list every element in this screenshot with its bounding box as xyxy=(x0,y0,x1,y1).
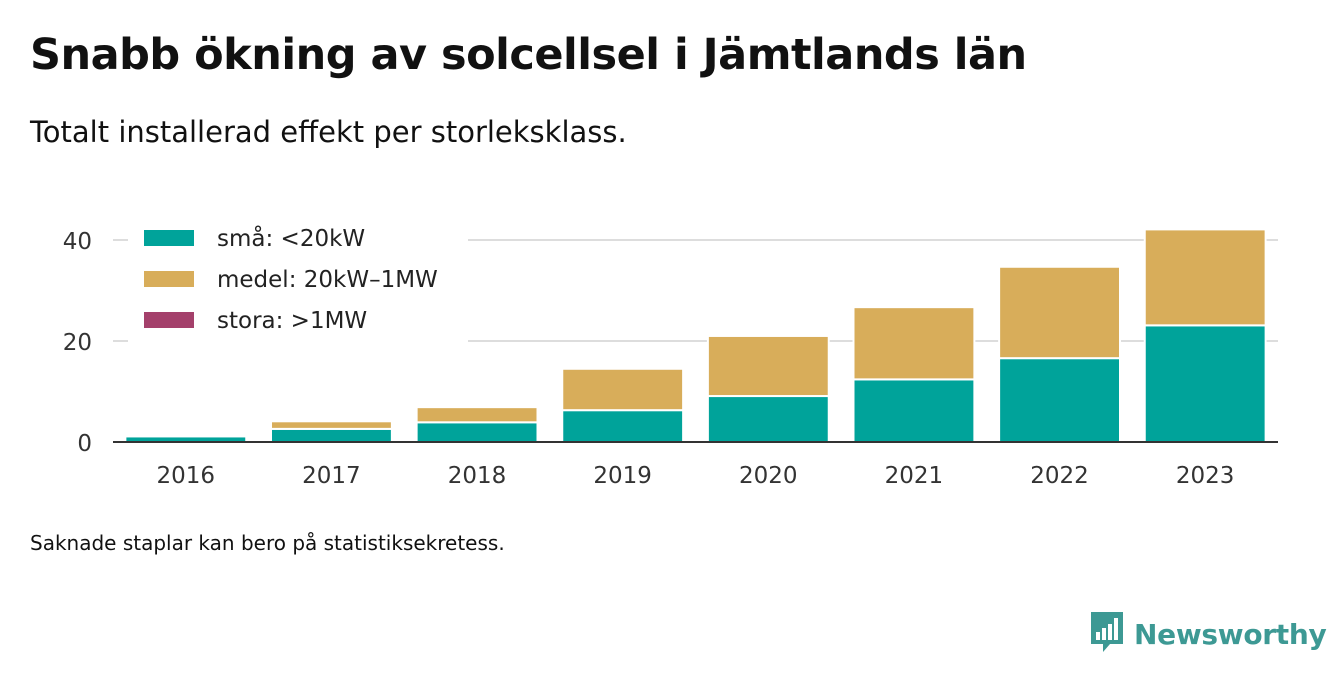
legend-swatch xyxy=(144,230,194,246)
x-tick-label: 2022 xyxy=(1030,463,1089,489)
x-tick-label: 2018 xyxy=(448,463,507,489)
bar-2018-series-1 xyxy=(415,406,539,424)
legend-swatch xyxy=(144,271,194,287)
axes: 0 20 40 2016 2017 2018 2019 2020 2021 2022 2023 xyxy=(63,229,1278,489)
bar-2020-series-1 xyxy=(706,334,830,398)
chart-subtitle: Totalt installerad effekt per storlekskl… xyxy=(30,115,627,149)
bar-2023-series-0 xyxy=(1143,324,1267,443)
x-tick-label: 2019 xyxy=(593,463,652,489)
legend-label: medel: 20kW–1MW xyxy=(217,267,438,293)
bar-2017-series-0 xyxy=(270,427,393,443)
chart-title: Snabb ökning av solcellsel i Jämtlands l… xyxy=(30,30,1027,80)
bar-2022-series-0 xyxy=(998,357,1121,444)
legend-swatch xyxy=(144,312,194,328)
bar-2020-series-0 xyxy=(706,395,830,444)
footnote: Saknade staplar kan bero på statistiksek… xyxy=(30,531,505,555)
legend-label: stora: >1MW xyxy=(217,308,367,334)
y-tick-label: 20 xyxy=(63,330,92,356)
bar-2018-series-0 xyxy=(415,421,539,443)
newsworthy-logo-icon xyxy=(1088,610,1126,658)
x-tick-label: 2017 xyxy=(302,463,361,489)
y-tick-label: 40 xyxy=(63,229,92,255)
x-tick-label: 2021 xyxy=(885,463,944,489)
x-tick-label: 2023 xyxy=(1176,463,1235,489)
bar-2021-series-0 xyxy=(852,378,976,444)
legend: små: <20kW medel: 20kW–1MW stora: >1MW xyxy=(128,220,468,345)
brand: Newsworthy xyxy=(1088,610,1327,658)
y-tick-label: 0 xyxy=(77,431,92,457)
bar-2023-series-1 xyxy=(1143,228,1267,327)
legend-label: små: <20kW xyxy=(217,224,365,252)
bar-2019-series-0 xyxy=(561,409,685,443)
bar-2017-series-1 xyxy=(270,420,393,430)
brand-name: Newsworthy xyxy=(1134,617,1327,651)
bar-2022-series-1 xyxy=(998,265,1121,360)
x-tick-label: 2020 xyxy=(739,463,798,489)
bar-2019-series-1 xyxy=(561,367,685,412)
bar-2021-series-1 xyxy=(852,306,976,381)
x-tick-label: 2016 xyxy=(157,463,216,489)
stacked-bar-chart: 0 20 40 2016 2017 2018 2019 2020 2021 2022 2023 sm… xyxy=(62,220,1278,489)
